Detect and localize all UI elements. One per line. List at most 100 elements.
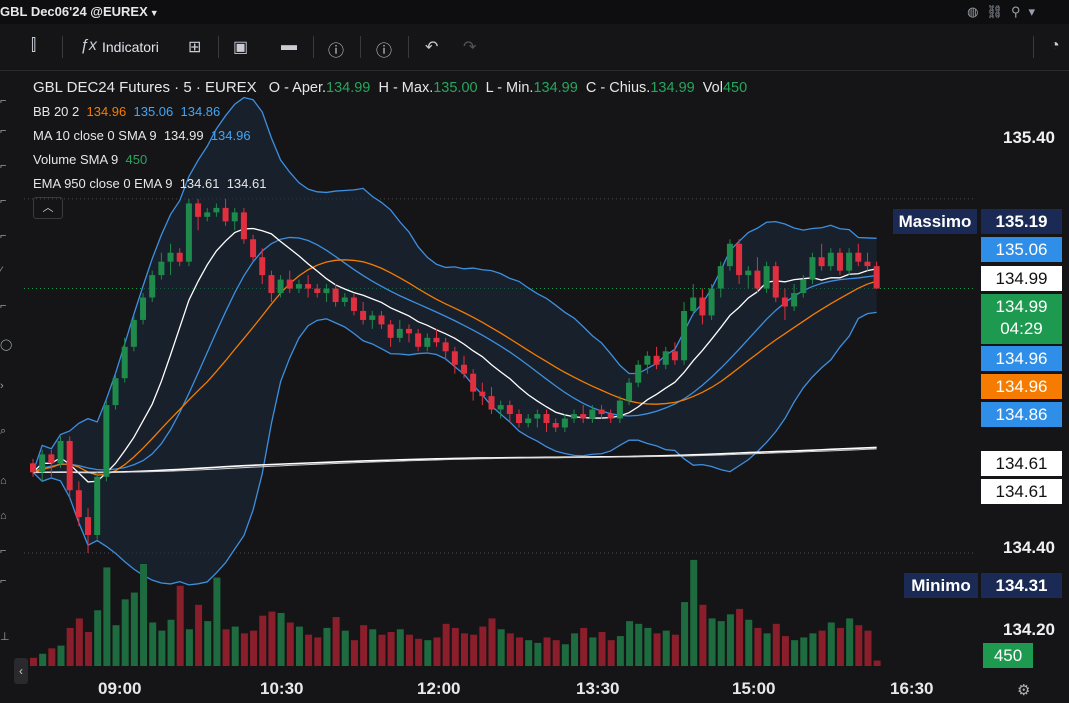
volume-bar <box>424 640 432 666</box>
gear-icon[interactable]: ⚙ <box>1017 682 1031 699</box>
crosshair-icon[interactable]: ⌐ <box>0 95 7 107</box>
legend-ema-label: EMA 950 close 0 EMA 9 <box>33 176 173 191</box>
candle <box>112 378 119 406</box>
circle-icon[interactable]: ◯ <box>0 339 13 351</box>
candle <box>717 266 724 289</box>
legend-l-value: 134.99 <box>533 80 578 96</box>
candle <box>185 203 192 262</box>
legend-ema[interactable]: EMA 950 close 0 EMA 9 134.61 134.61 <box>33 176 266 191</box>
lock-icon[interactable]: ⌂ <box>0 475 7 487</box>
link-icon[interactable]: ⛓ <box>986 4 1011 19</box>
candle <box>607 414 614 419</box>
legend-volume-sma[interactable]: Volume SMA 9 450 <box>33 152 147 167</box>
chevron-left-icon[interactable]: ‹ <box>14 658 28 684</box>
volume-bar <box>644 627 652 666</box>
save-icon[interactable]: ▣ <box>233 39 249 56</box>
candle <box>754 270 761 289</box>
volume-bar <box>736 608 744 666</box>
bb-fill <box>33 97 877 585</box>
volume-bar <box>616 636 624 666</box>
layout-grid-icon[interactable]: ⊞ <box>188 39 202 56</box>
bb-upper-tag: 135.06 <box>981 237 1062 262</box>
legend-bb[interactable]: BB 20 2 134.96 135.06 134.86 <box>33 104 220 119</box>
candle <box>497 405 504 410</box>
clock-icon[interactable]: ◔ <box>1050 37 1060 54</box>
chevron-down-icon[interactable]: ▼ <box>149 8 159 18</box>
y-tick-label: 135.40 <box>1003 128 1055 147</box>
toolbar-divider <box>1033 36 1034 58</box>
trash-icon[interactable]: ⌐ <box>0 575 7 587</box>
x-tick-label: 09:00 <box>98 679 142 698</box>
info-icon[interactable]: ⓘ <box>376 43 393 60</box>
last-price-tag: 134.99 04:29 <box>981 294 1062 344</box>
volume-bar <box>268 611 276 666</box>
ruler-icon[interactable]: ⊥ <box>0 631 10 643</box>
menu-caret-icon[interactable]: ▾ <box>1028 4 1043 19</box>
undo-icon[interactable]: ↶ <box>425 39 439 56</box>
candle <box>543 414 550 423</box>
candle <box>48 454 55 464</box>
volume-bar <box>662 630 670 666</box>
y-tick-label: 134.20 <box>1003 620 1055 639</box>
cursor-icon[interactable]: ⌐ <box>0 125 7 137</box>
brush-icon[interactable]: ⌐ <box>0 230 7 242</box>
volume-bar <box>185 629 193 666</box>
volume-bar <box>323 627 331 666</box>
account-icon[interactable]: ◍ <box>967 4 987 19</box>
arrow-icon[interactable]: › <box>0 380 4 392</box>
magnet-icon[interactable]: ⌂ <box>0 510 7 522</box>
redo-icon[interactable]: ↷ <box>463 39 477 56</box>
title-text: GBL Dec06'24 @EUREX <box>0 4 148 19</box>
legend-h-label: H - Max. <box>378 80 434 96</box>
candle <box>213 207 220 213</box>
fib-icon[interactable]: ⌐ <box>0 195 7 207</box>
candle <box>85 517 92 536</box>
pin-icon[interactable]: ⚲ <box>1010 4 1029 19</box>
legend-vsma-label: Volume SMA 9 <box>33 152 119 167</box>
candle <box>488 396 495 410</box>
candle <box>442 342 449 352</box>
folder-icon[interactable]: ▬ <box>281 37 297 54</box>
trend-line-icon[interactable]: ⌐ <box>0 160 7 172</box>
ema-line <box>32 446 877 474</box>
measure-icon[interactable]: ⌕ <box>0 425 7 437</box>
legend-l-label: L - Min. <box>485 80 534 96</box>
legend-collapse-button[interactable]: ︿ <box>33 197 63 219</box>
volume-bar <box>149 622 157 666</box>
eye-icon[interactable]: ⌐ <box>0 545 7 557</box>
chart-toolbar: ⫿ ƒx Indicatori ⊞ ▣ ▬ ⓘ ⓘ ↶ ↷ ◔ <box>0 24 1069 71</box>
candle <box>516 414 523 423</box>
candle <box>836 252 843 271</box>
legend-symbol[interactable]: GBL DEC24 Futures · 5 · EUREX <box>33 79 257 96</box>
candle <box>479 391 486 397</box>
volume-bar <box>94 610 102 666</box>
legend-ma[interactable]: MA 10 close 0 SMA 9 134.99 134.96 <box>33 128 251 143</box>
candle <box>140 297 147 320</box>
candles-icon[interactable]: ⫿ <box>31 37 37 54</box>
candle <box>864 261 871 267</box>
candle <box>635 364 642 383</box>
candle <box>396 328 403 338</box>
fx-icon[interactable]: ƒx <box>80 37 97 54</box>
legend-c-label: C - Chius. <box>585 80 651 96</box>
candle <box>176 252 183 262</box>
help-icon[interactable]: ⓘ <box>328 43 345 60</box>
volume-bar <box>699 604 707 666</box>
high-label: Massimo <box>893 209 977 234</box>
candle <box>534 414 541 419</box>
line-icon[interactable]: ⁄ <box>0 265 2 277</box>
candle <box>424 337 431 347</box>
candle <box>846 252 853 271</box>
candle <box>809 257 816 280</box>
ma-tag: 134.99 <box>981 266 1062 291</box>
volume-bar <box>176 585 184 666</box>
volume-bar <box>809 633 817 666</box>
shape-icon[interactable]: ⌐ <box>0 300 7 312</box>
candle <box>671 351 678 361</box>
volume-bar <box>48 648 56 666</box>
legend-ohlc: GBL DEC24 Futures · 5 · EUREX O - Aper.1… <box>33 79 747 96</box>
indicators-button[interactable]: Indicatori <box>102 39 159 55</box>
instrument-title[interactable]: GBL Dec06'24 @EUREX ▼ <box>0 4 159 19</box>
volume-bar <box>516 637 524 666</box>
